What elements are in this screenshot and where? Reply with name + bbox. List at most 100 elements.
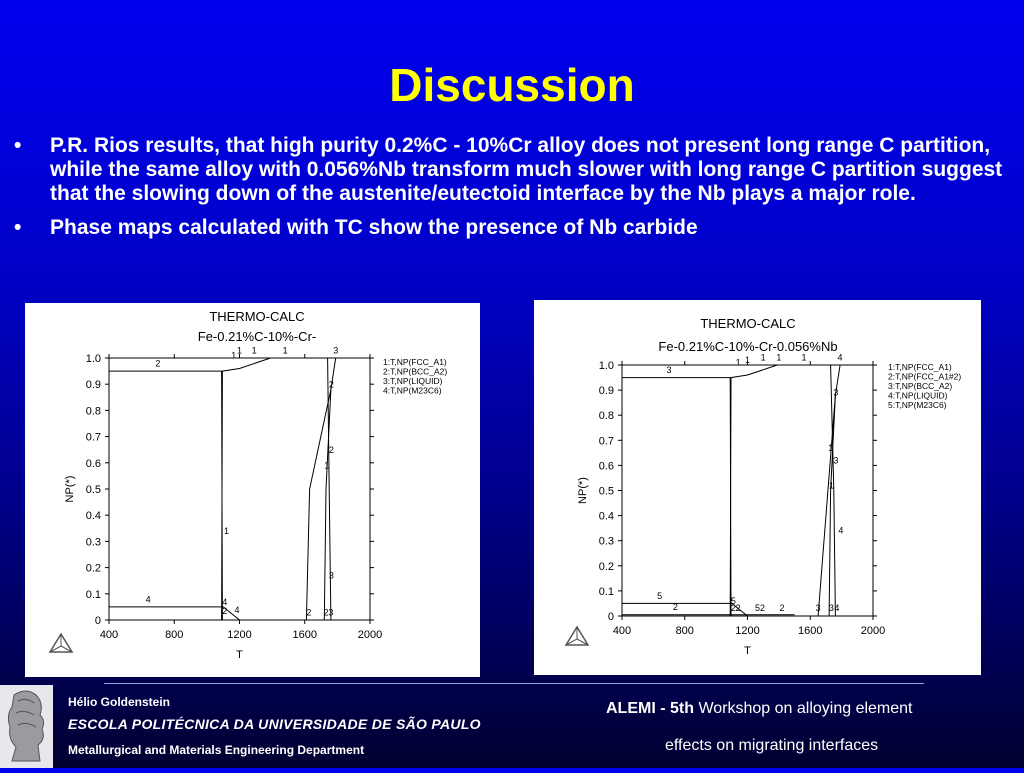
chart-panel-nb: THERMO-CALC Fe-0.21%C-10%-Cr-0.056%Nb 0 0.1… <box>534 300 981 675</box>
y-tick-label: 0.7 <box>86 432 101 444</box>
curve-label: 5 <box>731 596 736 606</box>
y-axis-label: NP(*) <box>577 477 589 504</box>
x-tick-label: 2000 <box>358 629 382 641</box>
y-tick-label: 0.6 <box>86 458 101 470</box>
chart-title: THERMO-CALC <box>209 309 304 324</box>
y-tick-label: 0.2 <box>86 563 101 575</box>
curve-label: 3 <box>833 455 838 465</box>
x-tick-label: 400 <box>613 625 631 637</box>
x-tick-label: 1200 <box>227 629 251 641</box>
y-tick-label: 0.8 <box>599 410 614 422</box>
chart-subtitle: Fe-0.21%C-10%-Cr- <box>198 329 316 344</box>
chart-subtitle: Fe-0.21%C-10%-Cr-0.056%Nb <box>658 339 837 354</box>
x-tick-label: 1600 <box>798 625 822 637</box>
legend-entry: 1:T,NP(FCC_A1) <box>888 362 952 372</box>
curve-label: 4 <box>222 597 227 607</box>
x-axis-label: T <box>236 649 243 661</box>
y-tick-label: 0 <box>608 611 614 623</box>
series-line-1 <box>221 357 332 621</box>
curve-label: 1 <box>801 352 806 362</box>
legend-entry: 4:T,NP(LIQUID) <box>888 391 948 401</box>
bullet-item-phase-maps: • Phase maps calculated with TC show the… <box>14 216 1014 240</box>
legend-entry: 2:T,NP(BCC_A2) <box>383 367 447 377</box>
curve-label: 1 <box>776 352 781 362</box>
x-tick-label: 400 <box>100 629 118 641</box>
footer-divider <box>104 683 924 684</box>
bullet-text: Phase maps calculated with TC show the p… <box>50 216 698 239</box>
footer-event-line1: ALEMI - 5th Workshop on alloying element <box>606 700 913 718</box>
x-tick-label: 1200 <box>735 625 759 637</box>
curve-label: 1 <box>761 352 766 362</box>
legend-entry: 2:T,NP(FCC_A1#2) <box>888 372 961 382</box>
series-line-3 <box>622 377 836 617</box>
bullet-marker: • <box>14 134 22 157</box>
series-line-2 <box>109 370 332 621</box>
y-tick-label: 0.4 <box>86 510 101 522</box>
series-line-4 <box>828 364 841 617</box>
series-line-3 <box>323 357 337 621</box>
curve-label: 3 <box>816 603 821 613</box>
footer-event-rest: Workshop on alloying element <box>694 700 913 717</box>
curve-label: 52 <box>755 603 765 613</box>
x-tick-label: 2000 <box>861 625 885 637</box>
y-tick-label: 0.9 <box>86 379 101 391</box>
y-tick-label: 0.4 <box>599 511 614 523</box>
y-axis-label: NP(*) <box>64 476 76 503</box>
curve-label: 2 <box>731 603 736 613</box>
series-line-1 <box>729 364 836 617</box>
curve-label: 3 <box>667 365 672 375</box>
curve-label: 1 <box>829 481 834 491</box>
footer-author: Hélio Goldenstein <box>68 695 171 709</box>
thermo-calc-logo-icon <box>48 632 74 653</box>
footer-school: ESCOLA POLITÉCNICA DA UNIVERSIDADE DE SÃ… <box>68 716 481 732</box>
footer-event-line2: effects on migrating interfaces <box>665 737 879 754</box>
footer-event-bold: ALEMI - 5th <box>606 700 694 717</box>
curve-label: 1 <box>231 351 236 361</box>
curve-label: 3 <box>829 603 834 613</box>
phase-fraction-chart-nb: THERMO-CALC Fe-0.21%C-10%-Cr-0.056%Nb 0 0.1… <box>564 316 961 657</box>
y-tick-label: 0.1 <box>599 586 614 598</box>
legend-entry: 1:T,NP(FCC_A1) <box>383 357 447 367</box>
y-tick-label: 0.7 <box>599 435 614 447</box>
curve-label: 1 <box>224 526 229 536</box>
curve-label: 3 <box>328 607 333 617</box>
curve-label: 1 <box>828 443 833 453</box>
curve-label: 1 <box>745 355 750 365</box>
curve-label: 3 <box>329 571 334 581</box>
x-axis-label: T <box>744 645 751 657</box>
chart-title: THERMO-CALC <box>700 316 795 331</box>
curve-label: 4 <box>834 603 839 613</box>
curve-label: 4 <box>146 594 151 604</box>
curve-label: 2 <box>329 379 334 389</box>
y-tick-label: 0.9 <box>599 385 614 397</box>
legend-entry: 3:T,NP(LIQUID) <box>383 376 443 386</box>
series-line-4 <box>109 606 240 621</box>
bullet-list: • P.R. Rios results, that high purity 0.… <box>14 134 1014 240</box>
bullet-item-rios: • P.R. Rios results, that high purity 0.… <box>14 134 1014 206</box>
curve-label: 5 <box>657 591 662 601</box>
curve-label: 4 <box>235 605 240 615</box>
y-tick-label: 0.8 <box>86 405 101 417</box>
series-line-5 <box>622 602 748 617</box>
x-tick-label: 800 <box>165 629 183 641</box>
y-tick-label: 1.0 <box>599 360 614 372</box>
curve-label: 2 <box>155 358 160 368</box>
thermo-calc-logo-icon <box>564 625 590 646</box>
y-tick-label: 0 <box>95 615 101 627</box>
curve-label: 1 <box>283 345 288 355</box>
curve-label: 4 <box>838 526 843 536</box>
curve-label: 2 <box>736 603 741 613</box>
curve-label: 3 <box>333 345 338 355</box>
thermo-calc-logo-lines <box>49 634 73 653</box>
curve-label: 2 <box>780 603 785 613</box>
curve-label: 1 <box>324 461 329 471</box>
y-tick-label: 0.6 <box>599 460 614 472</box>
y-tick-label: 1.0 <box>86 353 101 365</box>
y-tick-label: 0.5 <box>599 486 614 498</box>
y-tick-label: 0.2 <box>599 561 614 573</box>
curve-label: 2 <box>306 607 311 617</box>
legend-entry: 3:T,NP(BCC_A2) <box>888 381 952 391</box>
curve-label: 1 <box>237 345 242 355</box>
y-tick-label: 0.3 <box>86 536 101 548</box>
phase-fraction-chart-cr: THERMO-CALC Fe-0.21%C-10%-Cr- 0 0.1 0.2 0.3 0.… <box>48 309 447 661</box>
